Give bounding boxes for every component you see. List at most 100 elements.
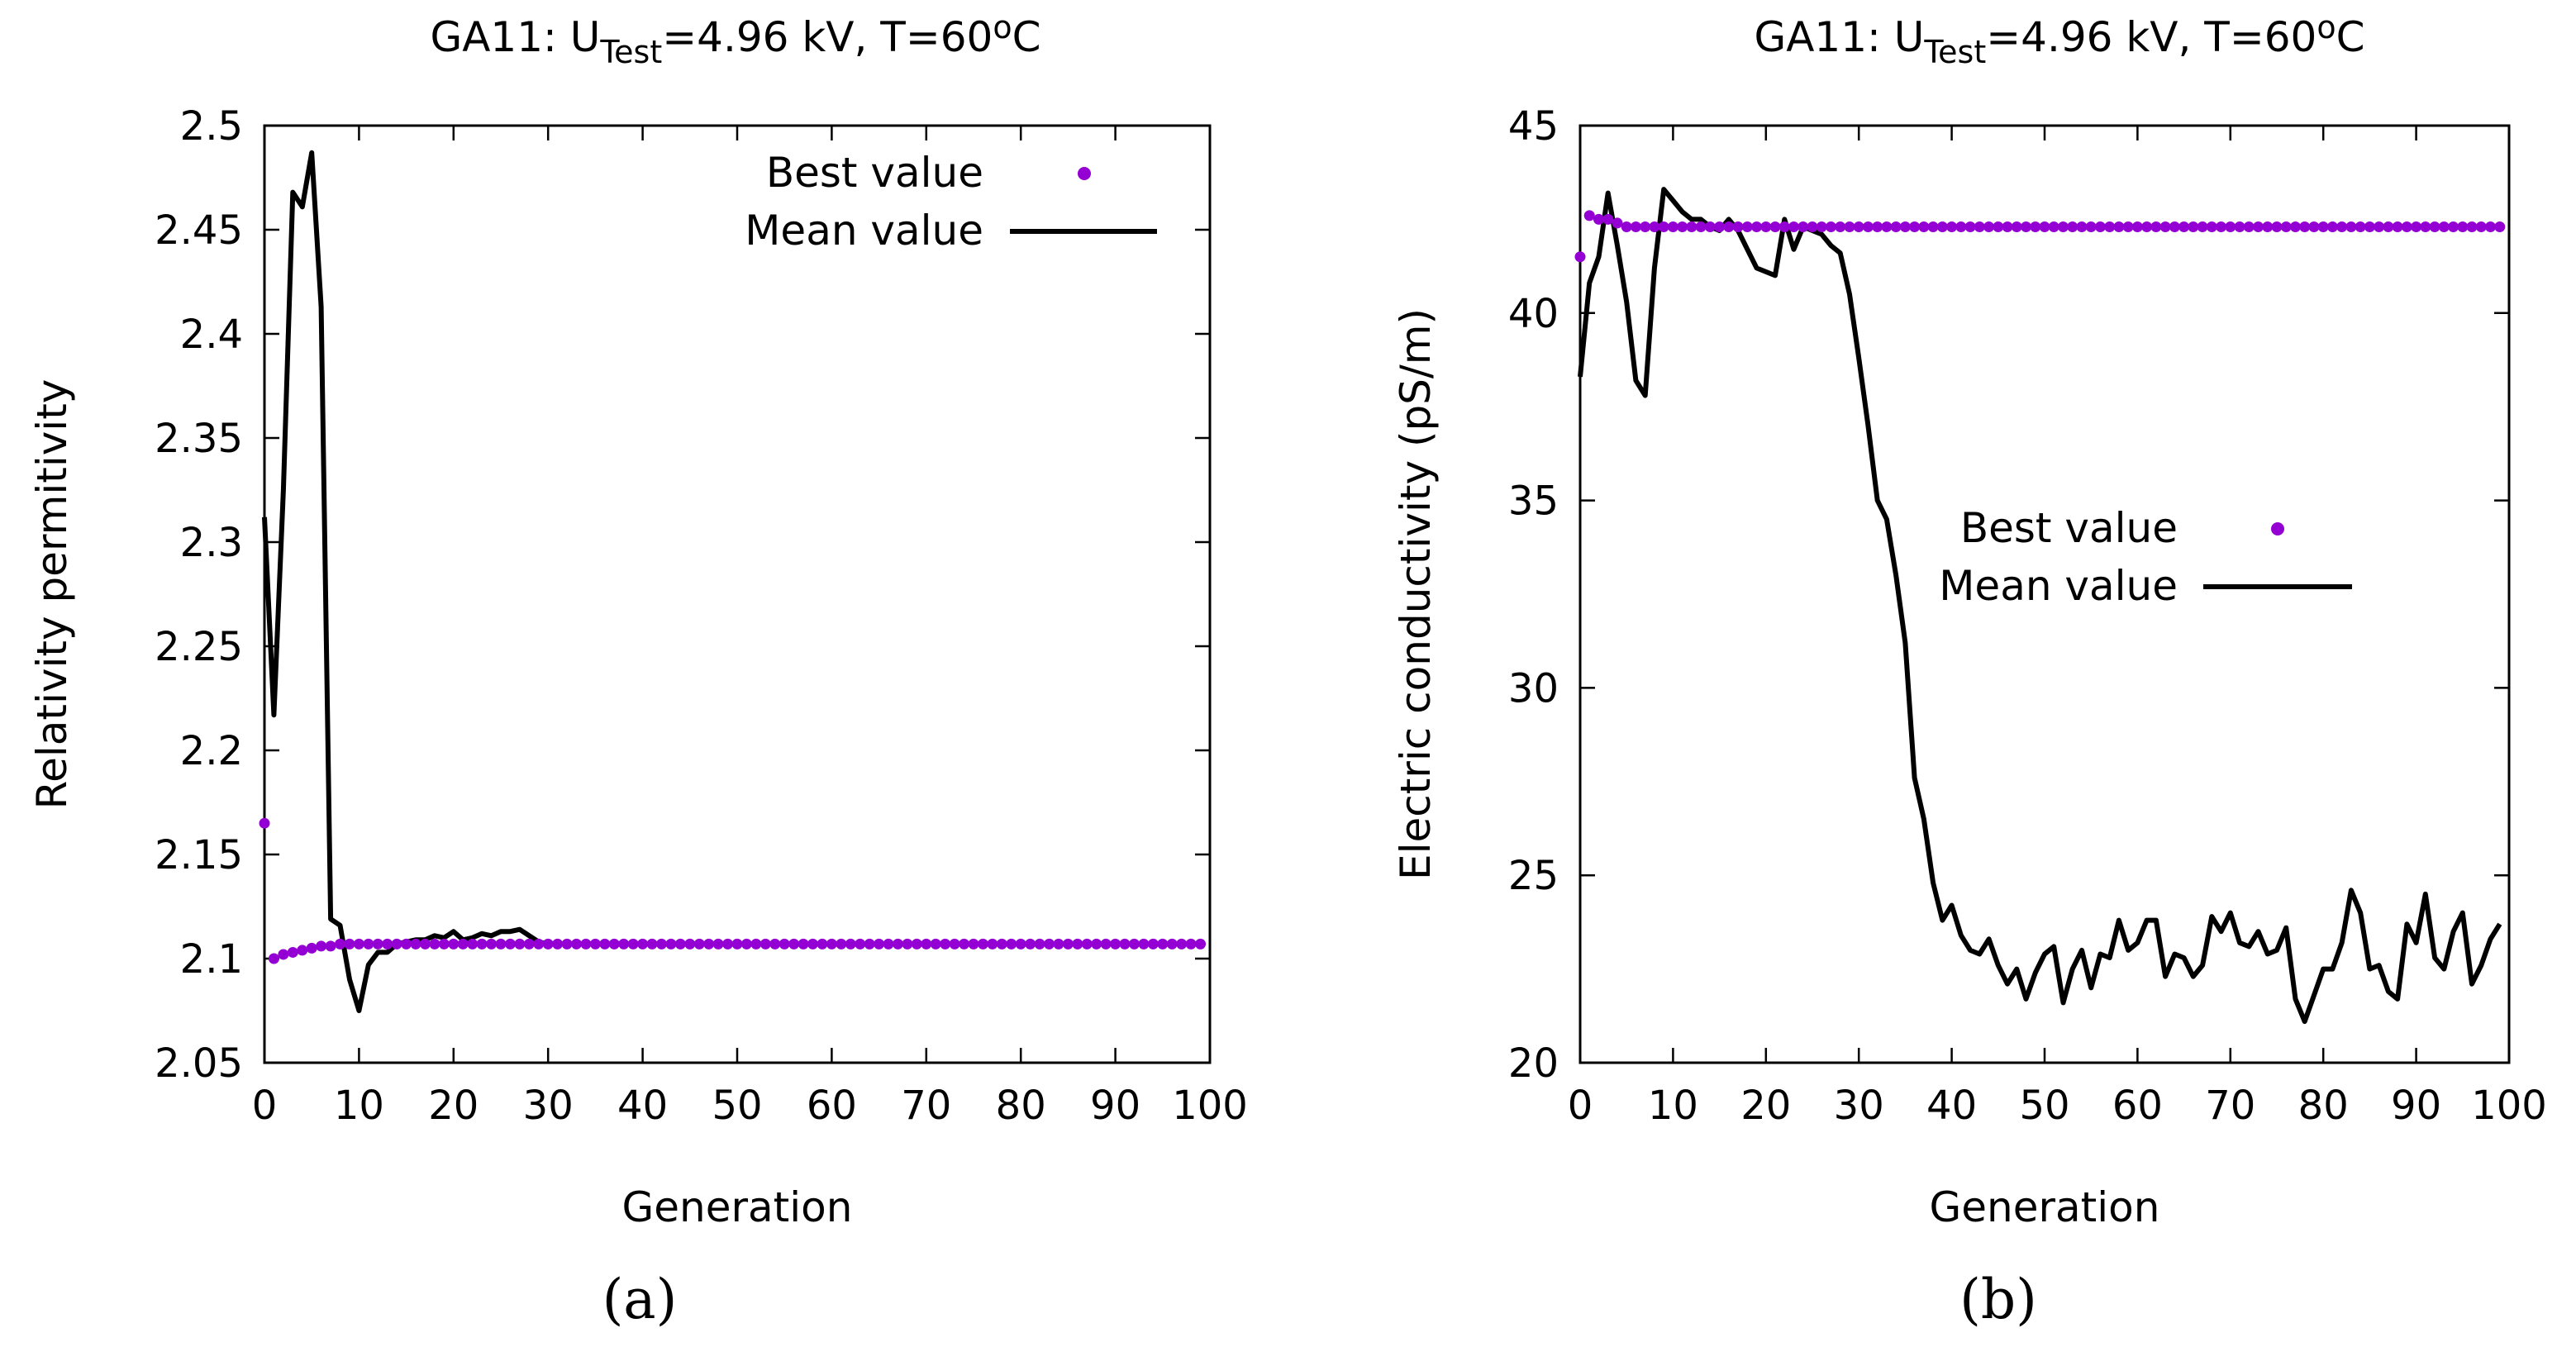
best-value-point bbox=[2206, 221, 2217, 232]
best-value-point bbox=[1769, 221, 1781, 232]
best-value-point bbox=[2030, 221, 2041, 232]
x-tick-label: 70 bbox=[2205, 1083, 2255, 1129]
best-value-point bbox=[1195, 938, 1207, 950]
x-tick-label: 10 bbox=[1648, 1083, 1698, 1129]
title-suffix: =4.96 kV, T=60 bbox=[662, 13, 993, 61]
best-value-point bbox=[703, 938, 715, 950]
caption-b: (b) bbox=[1959, 1268, 2037, 1331]
best-value-point bbox=[1816, 221, 1827, 232]
best-value-point bbox=[1807, 221, 1818, 232]
y-tick-label: 2.35 bbox=[155, 416, 243, 462]
best-value-point bbox=[1993, 221, 2004, 232]
best-value-point bbox=[1760, 221, 1772, 232]
best-value-point bbox=[996, 938, 1007, 950]
panel-b-electric-conductivity-chart: GA11: UTest=4.96 kV, T=60oC 0 10 20 30 40 50 60… bbox=[1392, 9, 2547, 1231]
best-value-point bbox=[363, 938, 374, 950]
best-value-point bbox=[542, 938, 554, 950]
best-value-point bbox=[287, 946, 298, 958]
best-value-point bbox=[1128, 938, 1140, 950]
best-value-point bbox=[1621, 221, 1632, 232]
x-tick-label: 30 bbox=[1834, 1083, 1884, 1129]
caption-a: (a) bbox=[602, 1268, 678, 1331]
legend-best-marker bbox=[2271, 522, 2284, 535]
best-value-point bbox=[1025, 938, 1036, 950]
best-value-point bbox=[268, 953, 279, 964]
best-value-point bbox=[2494, 221, 2506, 232]
title-prefix: GA11: U bbox=[430, 13, 600, 61]
best-value-point bbox=[2299, 221, 2311, 232]
best-value-point bbox=[1788, 221, 1800, 232]
best-value-point bbox=[2457, 221, 2469, 232]
best-value-point bbox=[2057, 221, 2069, 232]
best-value-point bbox=[1964, 221, 1976, 232]
best-value-point bbox=[278, 949, 289, 960]
best-value-point bbox=[2113, 221, 2125, 232]
best-value-point bbox=[1714, 221, 1726, 232]
best-value-point bbox=[1091, 938, 1102, 950]
best-value-point bbox=[1110, 938, 1121, 950]
best-value-point bbox=[429, 938, 440, 950]
x-tick-label: 10 bbox=[334, 1083, 384, 1129]
best-value-point bbox=[589, 938, 601, 950]
best-value-point bbox=[2345, 221, 2357, 232]
best-value-point bbox=[2039, 221, 2050, 232]
best-value-point bbox=[372, 938, 383, 950]
best-value-point bbox=[316, 940, 327, 952]
best-value-point bbox=[1835, 221, 1846, 232]
best-value-point bbox=[1825, 221, 1836, 232]
y-tick-label: 20 bbox=[1508, 1040, 1559, 1087]
best-value-point bbox=[382, 938, 393, 950]
best-value-point bbox=[750, 938, 762, 950]
best-value-point bbox=[486, 938, 498, 950]
title-end: C bbox=[1012, 13, 1041, 61]
best-value-point bbox=[1936, 221, 1948, 232]
best-value-point bbox=[391, 938, 402, 950]
best-value-point bbox=[1927, 221, 1939, 232]
title-suffix: =4.96 kV, T=60 bbox=[1986, 13, 2316, 61]
best-value-point bbox=[826, 938, 837, 950]
best-value-point bbox=[1872, 221, 1883, 232]
best-value-point bbox=[467, 938, 479, 950]
y-tick-label: 2.2 bbox=[180, 728, 243, 774]
best-value-point bbox=[1015, 938, 1026, 950]
best-value-point bbox=[401, 938, 412, 950]
best-value-point bbox=[722, 938, 734, 950]
best-value-point bbox=[930, 938, 941, 950]
best-value-point bbox=[552, 938, 564, 950]
best-value-point bbox=[1677, 221, 1688, 232]
best-value-point bbox=[1918, 221, 1930, 232]
best-value-point bbox=[2178, 221, 2190, 232]
best-value-point bbox=[438, 938, 450, 950]
best-value-point bbox=[1741, 221, 1753, 232]
best-value-point bbox=[618, 938, 630, 950]
best-value-point bbox=[2355, 221, 2366, 232]
best-value-point bbox=[1704, 221, 1716, 232]
best-value-point bbox=[2048, 221, 2059, 232]
best-value-point bbox=[987, 938, 998, 950]
best-value-point bbox=[2021, 221, 2032, 232]
title-subscript: Test bbox=[1923, 34, 1986, 70]
best-value-point bbox=[1062, 938, 1074, 950]
best-value-point bbox=[2104, 221, 2116, 232]
best-value-point bbox=[655, 938, 667, 950]
best-value-point bbox=[2094, 221, 2106, 232]
best-value-point bbox=[533, 938, 545, 950]
x-tick-label: 90 bbox=[1090, 1083, 1140, 1129]
best-value-point bbox=[1593, 213, 1604, 225]
best-value-point bbox=[2067, 221, 2078, 232]
best-value-point bbox=[2485, 221, 2497, 232]
best-value-point bbox=[1185, 938, 1197, 950]
best-value-point bbox=[2336, 221, 2348, 232]
best-value-point bbox=[646, 938, 658, 950]
best-value-point bbox=[1853, 221, 1864, 232]
x-tick-label: 80 bbox=[996, 1083, 1046, 1129]
x-tick-label: 0 bbox=[252, 1083, 278, 1129]
best-value-point bbox=[1649, 221, 1660, 232]
best-value-point bbox=[2243, 221, 2255, 232]
best-value-point bbox=[2234, 221, 2245, 232]
best-value-point bbox=[1147, 938, 1159, 950]
x-tick-label: 30 bbox=[523, 1083, 574, 1129]
best-value-point bbox=[259, 817, 270, 829]
best-value-point bbox=[2122, 221, 2134, 232]
best-value-point bbox=[1899, 221, 1911, 232]
